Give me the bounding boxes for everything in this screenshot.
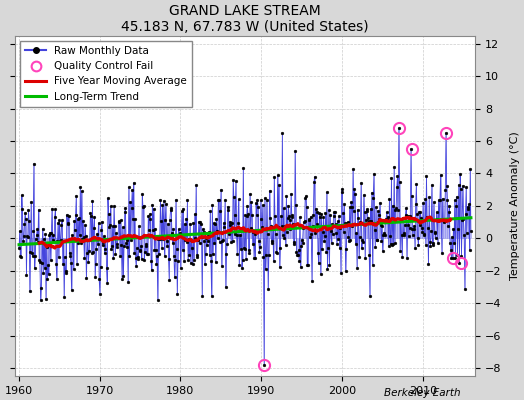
Raw Monthly Data: [398, 218, 404, 222]
Raw Monthly Data: [468, 229, 474, 234]
Five Year Moving Average: [434, 218, 440, 223]
Five Year Moving Average: [51, 246, 58, 250]
Raw Monthly Data: [427, 240, 433, 245]
Line: Raw Monthly Data: Raw Monthly Data: [18, 126, 472, 366]
Long-Term Trend: [468, 215, 474, 220]
Five Year Moving Average: [184, 238, 191, 243]
Long-Term Trend: [396, 220, 402, 224]
Five Year Moving Average: [445, 218, 452, 223]
Raw Monthly Data: [396, 126, 402, 130]
Five Year Moving Average: [427, 214, 433, 219]
Long-Term Trend: [16, 242, 22, 247]
Raw Monthly Data: [29, 251, 35, 256]
Five Year Moving Average: [36, 241, 42, 246]
Raw Monthly Data: [89, 198, 95, 203]
Title: GRAND LAKE STREAM
45.183 N, 67.783 W (United States): GRAND LAKE STREAM 45.183 N, 67.783 W (Un…: [121, 4, 369, 34]
Raw Monthly Data: [136, 248, 143, 253]
Line: Five Year Moving Average: Five Year Moving Average: [39, 217, 451, 248]
Long-Term Trend: [163, 234, 170, 238]
Five Year Moving Average: [447, 217, 454, 222]
Five Year Moving Average: [192, 238, 199, 242]
Text: Berkeley Earth: Berkeley Earth: [385, 388, 461, 398]
Line: Long-Term Trend: Long-Term Trend: [19, 218, 471, 245]
Legend: Raw Monthly Data, Quality Control Fail, Five Year Moving Average, Long-Term Tren: Raw Monthly Data, Quality Control Fail, …: [20, 41, 192, 107]
Raw Monthly Data: [16, 246, 22, 250]
Raw Monthly Data: [163, 239, 170, 244]
Five Year Moving Average: [188, 238, 194, 243]
Raw Monthly Data: [261, 362, 267, 367]
Long-Term Trend: [89, 238, 95, 243]
Five Year Moving Average: [418, 220, 424, 224]
Y-axis label: Temperature Anomaly (°C): Temperature Anomaly (°C): [510, 132, 520, 280]
Long-Term Trend: [136, 235, 143, 240]
Long-Term Trend: [29, 242, 35, 246]
Long-Term Trend: [425, 218, 432, 223]
